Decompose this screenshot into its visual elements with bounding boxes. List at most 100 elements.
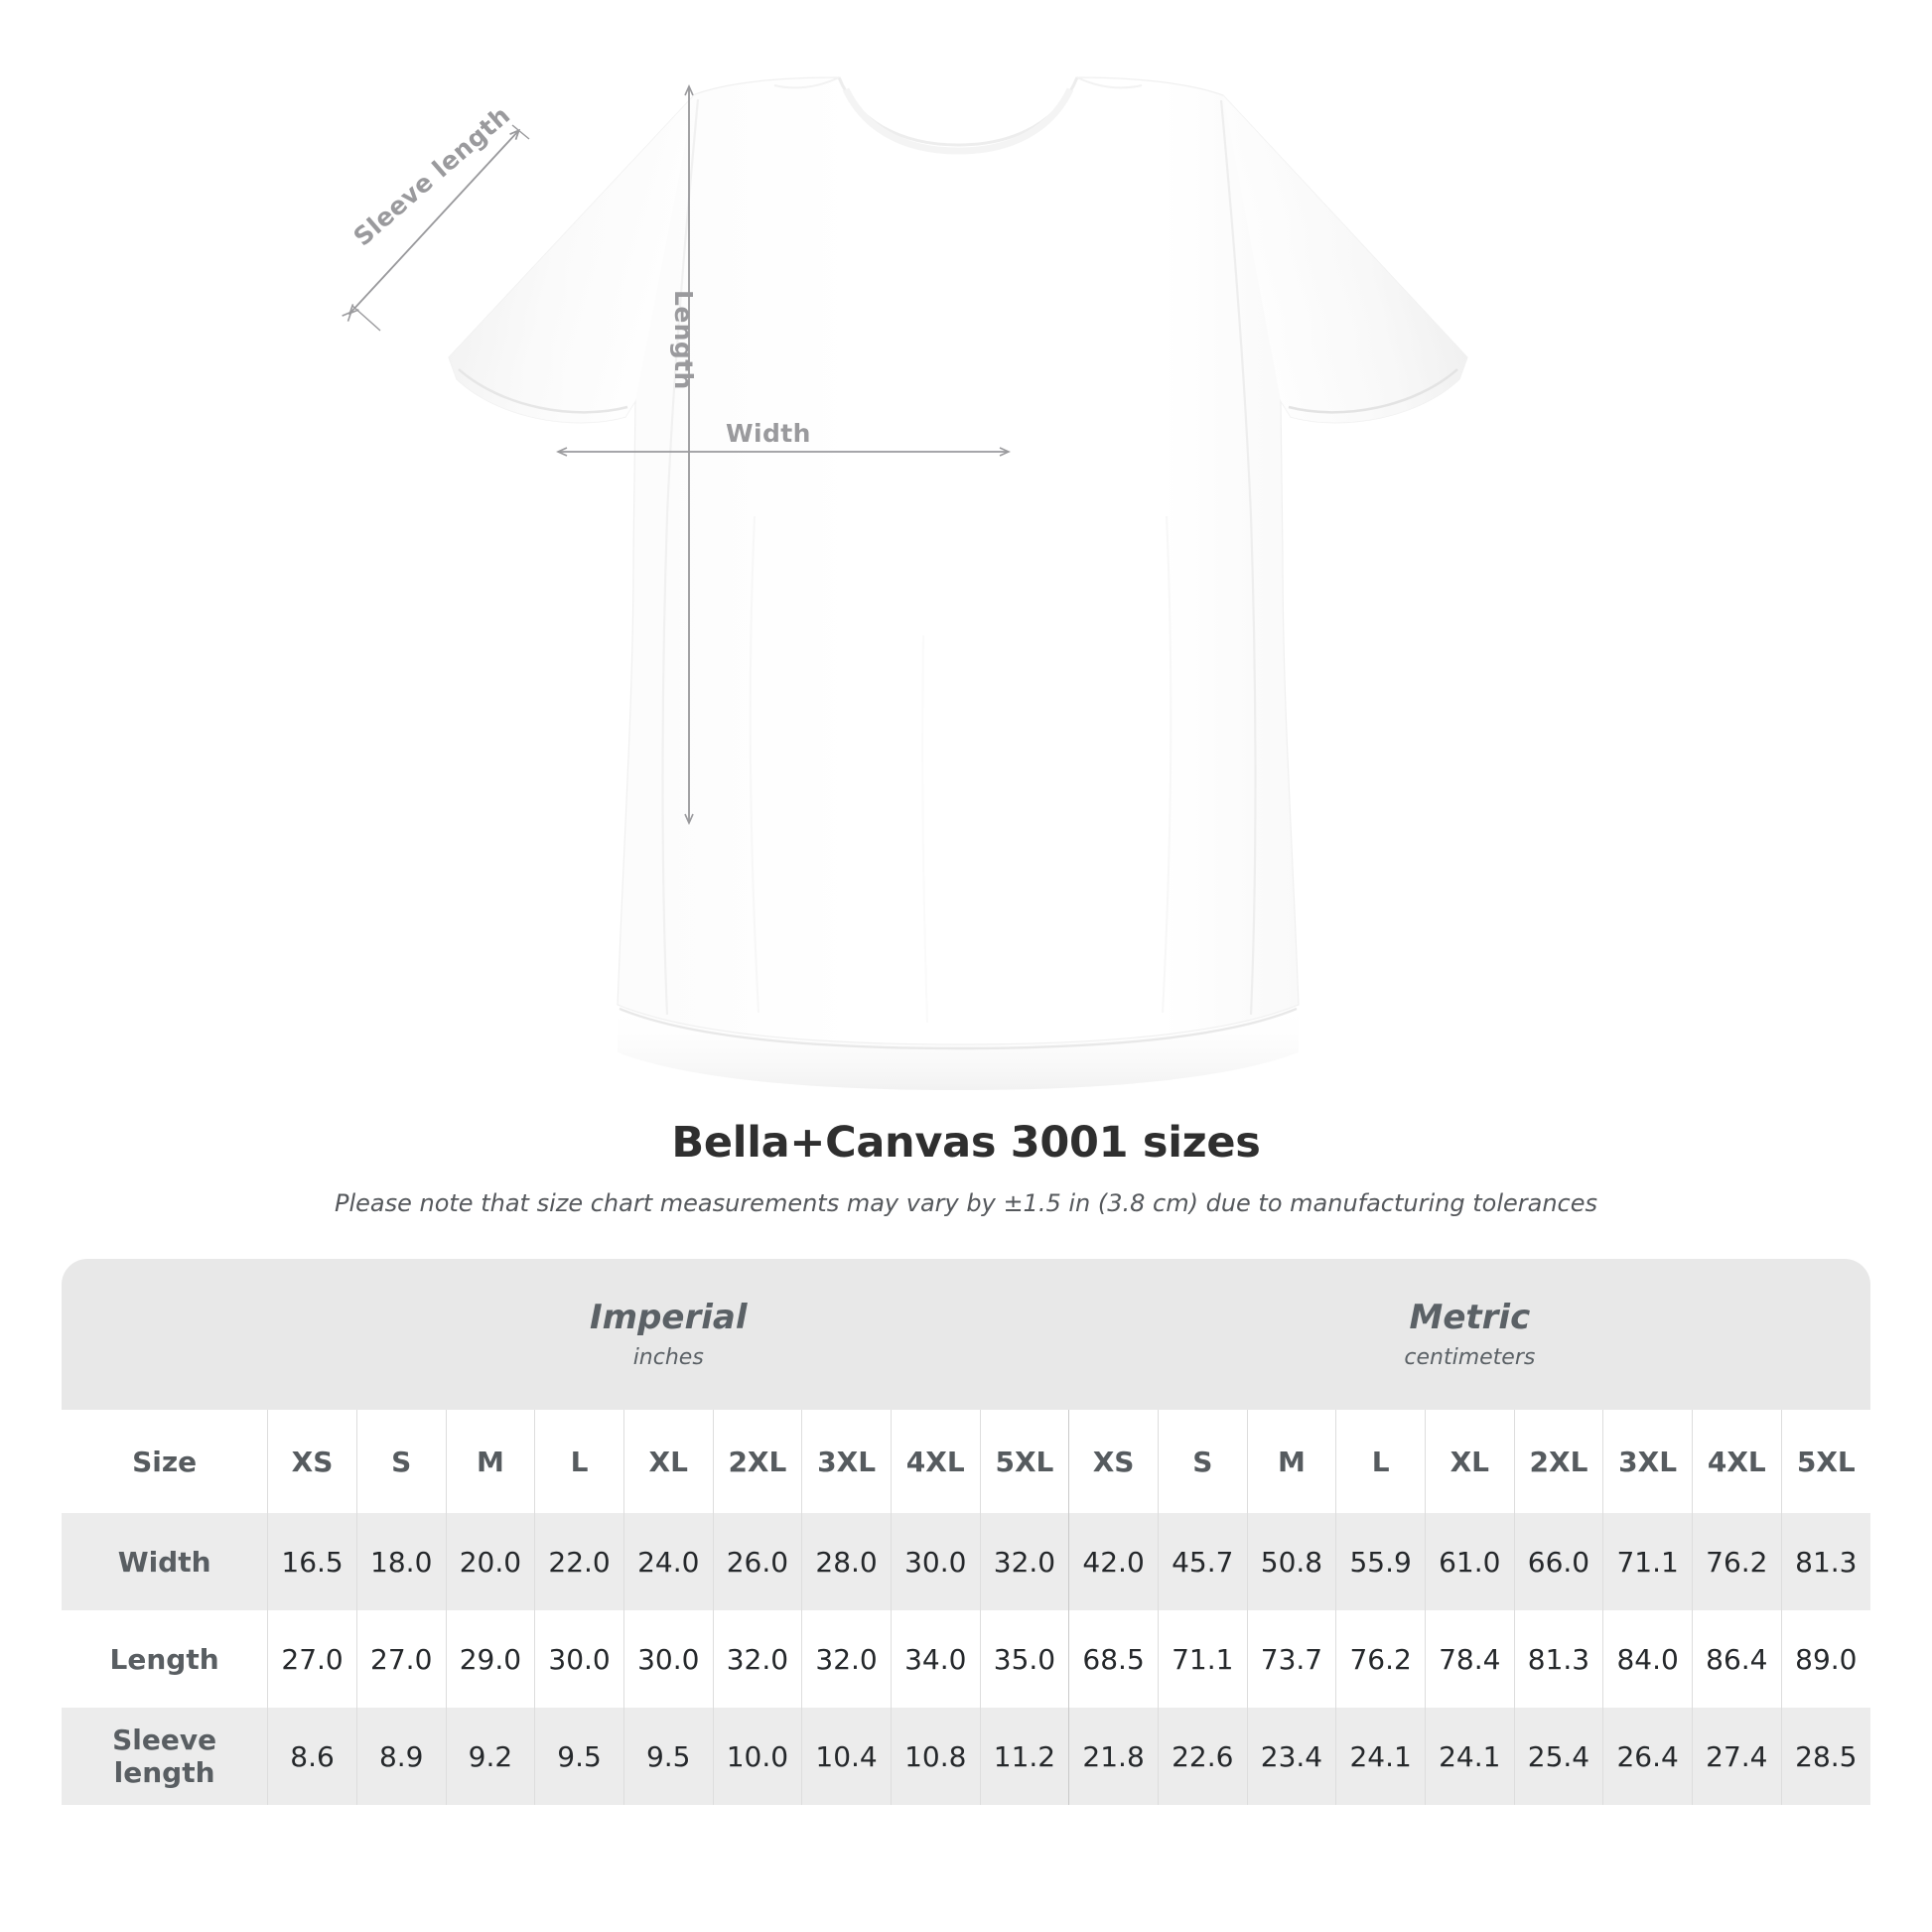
cell-width-metric-xs: 42.0 [1068,1513,1159,1610]
size-header-imperial-xl: XL [622,1410,714,1513]
cell-width-imperial-2xl: 26.0 [712,1513,802,1610]
annotation-label-length: Length [669,290,698,390]
table-head: Imperial inches Metric centimeters Size … [62,1259,1870,1513]
cell-length-metric-5xl: 89.0 [1780,1610,1870,1708]
size-header-imperial-5xl: 5XL [979,1410,1069,1513]
size-chart-table: Imperial inches Metric centimeters Size … [62,1259,1870,1805]
row-label-width: Width [62,1513,268,1610]
cell-width-imperial-l: 22.0 [534,1513,624,1610]
cell-sleeve-length-imperial-3xl: 10.4 [801,1708,892,1805]
cell-width-metric-l: 55.9 [1335,1513,1426,1610]
size-header-imperial-s: S [355,1410,447,1513]
tshirt-diagram: Sleeve length Length Width [342,76,1468,1090]
size-header-metric-xl: XL [1424,1410,1515,1513]
size-header-metric-2xl: 2XL [1513,1410,1603,1513]
cell-sleeve-length-metric-m: 23.4 [1246,1708,1336,1805]
cell-sleeve-length-imperial-4xl: 10.8 [890,1708,981,1805]
cell-width-imperial-3xl: 28.0 [801,1513,892,1610]
tshirt-shape [448,76,1468,1090]
cell-length-metric-l: 76.2 [1335,1610,1426,1708]
table-body: Width 16.5 18.0 20.0 22.0 24.0 26.0 28.0 30.0 32.… [62,1513,1870,1805]
cell-length-imperial-2xl: 32.0 [712,1610,802,1708]
cell-length-metric-s: 71.1 [1157,1610,1248,1708]
table-row: Length 27.0 27.0 29.0 30.0 30.0 32.0 32.0 34.0 35… [62,1610,1870,1708]
page-title: Bella+Canvas 3001 sizes [671,1118,1261,1168]
cell-length-imperial-s: 27.0 [355,1610,447,1708]
cell-width-metric-s: 45.7 [1157,1513,1248,1610]
cell-width-metric-4xl: 76.2 [1691,1513,1782,1610]
cell-width-metric-3xl: 71.1 [1602,1513,1693,1610]
size-header-imperial-3xl: 3XL [801,1410,892,1513]
size-header-imperial-4xl: 4XL [890,1410,981,1513]
cell-length-metric-2xl: 81.3 [1513,1610,1603,1708]
cell-sleeve-length-imperial-l: 9.5 [534,1708,624,1805]
cell-width-metric-5xl: 81.3 [1780,1513,1870,1610]
size-header-imperial-l: L [534,1410,624,1513]
annotation-label-width: Width [726,419,811,448]
unit-group-metric-name: Metric [1409,1297,1531,1337]
size-header-metric-s: S [1157,1410,1248,1513]
cell-length-metric-3xl: 84.0 [1602,1610,1693,1708]
cell-sleeve-length-imperial-5xl: 11.2 [979,1708,1069,1805]
cell-length-metric-m: 73.7 [1246,1610,1336,1708]
cell-sleeve-length-metric-5xl: 28.5 [1780,1708,1870,1805]
size-header-metric-4xl: 4XL [1691,1410,1782,1513]
cell-width-metric-m: 50.8 [1246,1513,1336,1610]
size-header-metric-m: M [1246,1410,1336,1513]
cell-length-metric-4xl: 86.4 [1691,1610,1782,1708]
cell-length-imperial-4xl: 34.0 [890,1610,981,1708]
table-row: Width 16.5 18.0 20.0 22.0 24.0 26.0 28.0 30.0 32.… [62,1513,1870,1610]
cell-sleeve-length-metric-3xl: 26.4 [1602,1708,1693,1805]
cell-width-imperial-xl: 24.0 [622,1513,714,1610]
cell-sleeve-length-metric-s: 22.6 [1157,1708,1248,1805]
cell-length-imperial-xl: 30.0 [622,1610,714,1708]
size-header-imperial-xs: XS [267,1410,357,1513]
unit-group-metric: Metric centimeters [1068,1259,1870,1410]
size-header-metric-3xl: 3XL [1602,1410,1693,1513]
heading-block: Bella+Canvas 3001 sizes Please note that… [0,1112,1932,1217]
unit-group-metric-sub: centimeters [1404,1345,1536,1371]
cell-width-imperial-xs: 16.5 [267,1513,357,1610]
size-header-label: Size [62,1410,268,1513]
cell-sleeve-length-metric-l: 24.1 [1335,1708,1426,1805]
unit-group-corner [62,1259,268,1410]
table-row: Sleeve length 8.6 8.9 9.2 9.5 9.5 10.0 10.4 10.8… [62,1708,1870,1805]
cell-sleeve-length-metric-xs: 21.8 [1068,1708,1159,1805]
cell-width-imperial-5xl: 32.0 [979,1513,1069,1610]
size-header-imperial-m: M [445,1410,535,1513]
size-header-metric-l: L [1335,1410,1426,1513]
size-header-metric-xs: XS [1068,1410,1159,1513]
cell-width-metric-2xl: 66.0 [1513,1513,1603,1610]
cell-sleeve-length-imperial-xl: 9.5 [622,1708,714,1805]
cell-length-imperial-l: 30.0 [534,1610,624,1708]
size-table-wrapper: Imperial inches Metric centimeters Size … [0,1259,1932,1805]
cell-sleeve-length-imperial-xs: 8.6 [267,1708,357,1805]
size-header-row: Size XS S M L XL 2XL 3XL 4XL 5XL XS S M L XL 2XL 3XL 4XL… [62,1410,1870,1513]
row-label-sleeve-length: Sleeve length [62,1708,268,1805]
cell-length-imperial-xs: 27.0 [267,1610,357,1708]
cell-length-metric-xl: 78.4 [1424,1610,1515,1708]
page-subtitle: Please note that size chart measurements… [334,1189,1598,1217]
cell-sleeve-length-imperial-m: 9.2 [445,1708,535,1805]
cell-width-metric-xl: 61.0 [1424,1513,1515,1610]
cell-sleeve-length-metric-4xl: 27.4 [1691,1708,1782,1805]
cell-length-imperial-3xl: 32.0 [801,1610,892,1708]
unit-group-row: Imperial inches Metric centimeters [62,1259,1870,1410]
cell-sleeve-length-metric-xl: 24.1 [1424,1708,1515,1805]
size-header-metric-5xl: 5XL [1780,1410,1870,1513]
tshirt-illustration [448,76,1468,1090]
cell-width-imperial-4xl: 30.0 [890,1513,981,1610]
unit-group-imperial: Imperial inches [267,1259,1069,1410]
cell-length-imperial-m: 29.0 [445,1610,535,1708]
unit-group-imperial-sub: inches [632,1345,704,1371]
cell-width-imperial-s: 18.0 [355,1513,447,1610]
cell-width-imperial-m: 20.0 [445,1513,535,1610]
row-label-length: Length [62,1610,268,1708]
cell-length-imperial-5xl: 35.0 [979,1610,1069,1708]
cell-sleeve-length-imperial-s: 8.9 [355,1708,447,1805]
cell-sleeve-length-imperial-2xl: 10.0 [712,1708,802,1805]
cell-length-metric-xs: 68.5 [1068,1610,1159,1708]
unit-group-imperial-name: Imperial [589,1297,748,1337]
cell-sleeve-length-metric-2xl: 25.4 [1513,1708,1603,1805]
size-header-imperial-2xl: 2XL [712,1410,802,1513]
